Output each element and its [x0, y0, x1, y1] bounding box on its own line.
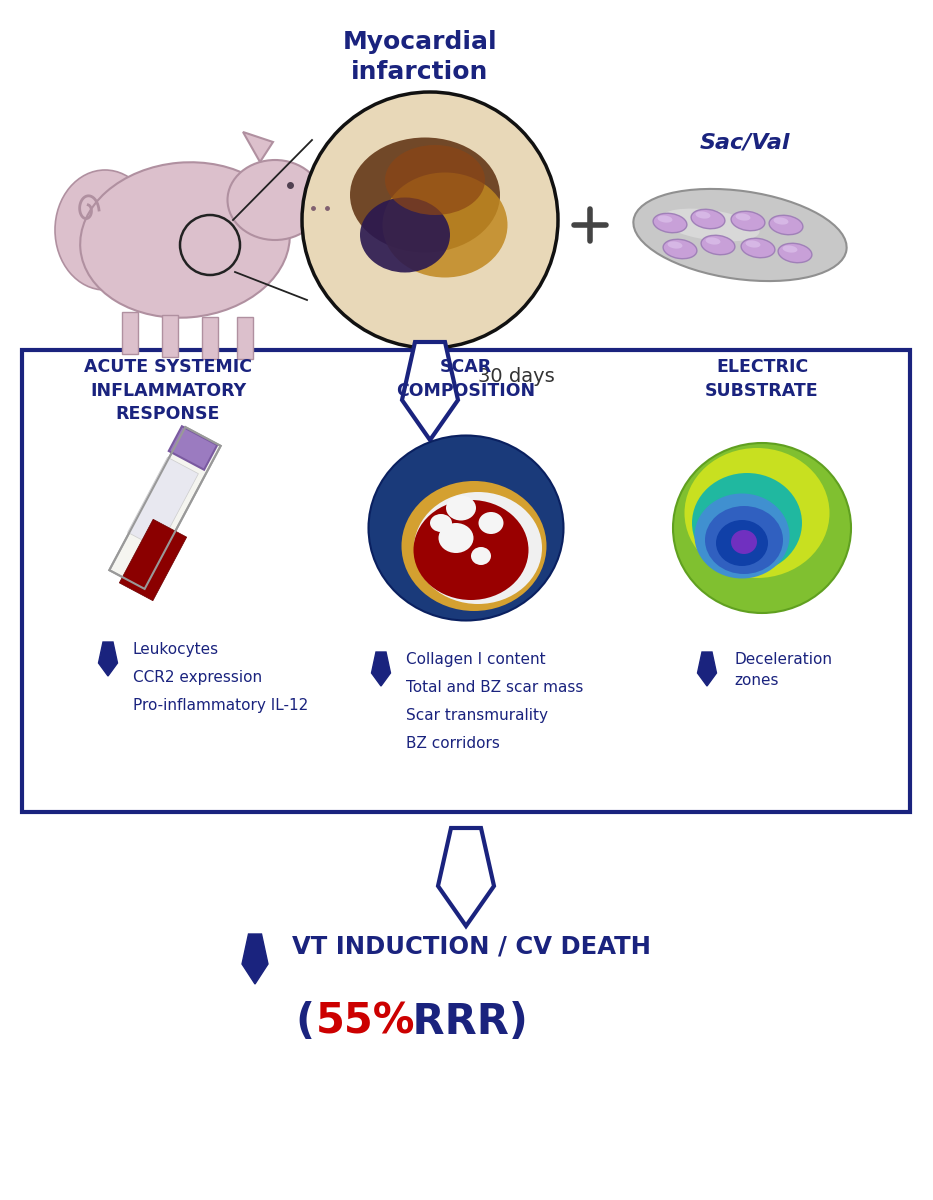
Ellipse shape [80, 162, 290, 318]
Text: Pro-inflammatory IL-12: Pro-inflammatory IL-12 [133, 698, 308, 713]
Ellipse shape [383, 173, 508, 277]
Text: Deceleration
zones: Deceleration zones [734, 652, 832, 688]
Ellipse shape [692, 473, 802, 572]
Polygon shape [242, 934, 268, 984]
Ellipse shape [694, 493, 789, 578]
Ellipse shape [634, 188, 846, 281]
Text: ACUTE SYSTEMIC
INFLAMMATORY
RESPONSE: ACUTE SYSTEMIC INFLAMMATORY RESPONSE [84, 358, 252, 424]
FancyBboxPatch shape [22, 350, 910, 812]
Ellipse shape [691, 209, 725, 229]
Ellipse shape [701, 235, 735, 254]
Ellipse shape [55, 170, 155, 290]
Polygon shape [162, 314, 178, 358]
Polygon shape [698, 652, 717, 686]
Ellipse shape [304, 198, 336, 222]
Text: BZ corridors: BZ corridors [406, 736, 500, 751]
Text: ELECTRIC
SUBSTRATE: ELECTRIC SUBSTRATE [705, 358, 819, 400]
Text: 55%: 55% [316, 1001, 415, 1043]
Ellipse shape [414, 492, 542, 604]
Text: (: ( [295, 1001, 314, 1043]
Ellipse shape [360, 198, 450, 272]
Polygon shape [99, 642, 118, 676]
Ellipse shape [778, 244, 812, 263]
Polygon shape [128, 457, 199, 548]
Polygon shape [202, 317, 218, 359]
Polygon shape [119, 520, 187, 601]
Ellipse shape [731, 211, 765, 230]
Ellipse shape [705, 506, 783, 574]
Polygon shape [371, 652, 391, 686]
Ellipse shape [439, 523, 474, 553]
Ellipse shape [696, 211, 710, 218]
Polygon shape [122, 312, 138, 354]
Ellipse shape [783, 245, 798, 253]
Ellipse shape [658, 215, 673, 223]
Ellipse shape [385, 145, 485, 215]
Polygon shape [109, 427, 221, 589]
Ellipse shape [446, 496, 476, 521]
Ellipse shape [731, 530, 757, 554]
Text: Sac/Val: Sac/Val [700, 132, 790, 152]
Text: Collagen I content: Collagen I content [406, 652, 546, 667]
Ellipse shape [741, 239, 775, 258]
Ellipse shape [661, 209, 759, 241]
Ellipse shape [769, 215, 803, 235]
Ellipse shape [685, 448, 829, 578]
Text: RRR): RRR) [398, 1001, 528, 1043]
Ellipse shape [430, 514, 452, 532]
Polygon shape [237, 317, 253, 359]
Text: VT INDUCTION / CV DEATH: VT INDUCTION / CV DEATH [292, 934, 651, 958]
Ellipse shape [228, 160, 323, 240]
Text: Total and BZ scar mass: Total and BZ scar mass [406, 680, 583, 695]
Text: Scar transmurality: Scar transmurality [406, 708, 548, 722]
Polygon shape [169, 426, 217, 469]
Ellipse shape [673, 443, 851, 613]
Ellipse shape [663, 239, 697, 259]
Text: CCR2 expression: CCR2 expression [133, 670, 262, 685]
Ellipse shape [705, 238, 720, 245]
Ellipse shape [401, 481, 547, 611]
Ellipse shape [716, 520, 768, 566]
Polygon shape [243, 132, 273, 162]
Ellipse shape [745, 240, 760, 247]
Polygon shape [402, 342, 458, 440]
Text: Myocardial
infarction: Myocardial infarction [342, 30, 497, 84]
Text: 30 days: 30 days [478, 366, 555, 385]
Ellipse shape [773, 217, 788, 224]
Polygon shape [438, 828, 494, 926]
Ellipse shape [479, 512, 504, 534]
Ellipse shape [471, 547, 491, 565]
Ellipse shape [653, 214, 687, 233]
Ellipse shape [413, 500, 528, 600]
Text: Leukocytes: Leukocytes [133, 642, 219, 658]
Ellipse shape [735, 214, 750, 221]
Text: SCAR
COMPOSITION: SCAR COMPOSITION [397, 358, 536, 400]
Ellipse shape [369, 436, 564, 620]
Ellipse shape [667, 241, 682, 248]
Circle shape [302, 92, 558, 348]
Ellipse shape [350, 138, 500, 252]
